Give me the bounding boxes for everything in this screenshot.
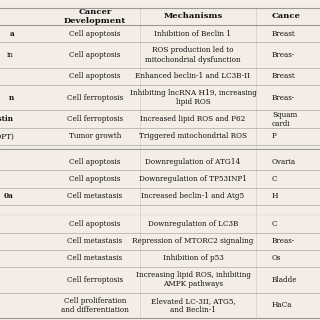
Text: Ovaria: Ovaria bbox=[272, 158, 296, 166]
Text: Cell apoptosis: Cell apoptosis bbox=[69, 30, 121, 38]
Text: Elevated LC-3II, ATG5,
and Beclin-1: Elevated LC-3II, ATG5, and Beclin-1 bbox=[151, 297, 236, 314]
Text: C: C bbox=[272, 175, 277, 183]
Text: Bladde: Bladde bbox=[272, 276, 298, 284]
Text: Cell apoptosis: Cell apoptosis bbox=[69, 51, 121, 59]
Text: oxin (DPT): oxin (DPT) bbox=[0, 132, 14, 140]
Text: rastin: rastin bbox=[0, 115, 14, 123]
Text: Os: Os bbox=[272, 254, 282, 262]
Text: Repression of MTORC2 signaling: Repression of MTORC2 signaling bbox=[132, 237, 254, 245]
Text: Increased beclin-1 and Atg5: Increased beclin-1 and Atg5 bbox=[141, 192, 244, 200]
Text: H: H bbox=[272, 192, 278, 200]
Text: Inhibition of p53: Inhibition of p53 bbox=[163, 254, 223, 262]
Text: C: C bbox=[272, 220, 277, 228]
Text: ROS production led to
mitochondrial dysfunction: ROS production led to mitochondrial dysf… bbox=[145, 46, 241, 64]
Text: Breas-: Breas- bbox=[272, 237, 295, 245]
Text: Downregulation of LC3B: Downregulation of LC3B bbox=[148, 220, 238, 228]
Text: Inhibiting lncRNA H19, increasing
lipid ROS: Inhibiting lncRNA H19, increasing lipid … bbox=[130, 89, 256, 106]
Text: Inhibition of Beclin 1: Inhibition of Beclin 1 bbox=[155, 30, 231, 38]
Text: Triggered mitochondrial ROS: Triggered mitochondrial ROS bbox=[139, 132, 247, 140]
Text: Cell metastasis: Cell metastasis bbox=[68, 237, 123, 245]
Text: a: a bbox=[9, 30, 14, 38]
Text: Increasing lipid ROS, inhibiting
AMPK pathways: Increasing lipid ROS, inhibiting AMPK pa… bbox=[135, 271, 251, 288]
Text: Breast: Breast bbox=[272, 72, 296, 80]
Text: Increased lipid ROS and P62: Increased lipid ROS and P62 bbox=[140, 115, 246, 123]
Text: Squam
cardi: Squam cardi bbox=[272, 110, 297, 128]
Text: Enhanced beclin-1 and LC3B-II: Enhanced beclin-1 and LC3B-II bbox=[135, 72, 251, 80]
Text: Cell proliferation
and differentiation: Cell proliferation and differentiation bbox=[61, 297, 129, 314]
Text: 0a: 0a bbox=[4, 192, 14, 200]
Text: Cancer
Development: Cancer Development bbox=[64, 8, 126, 25]
Text: Downregulation of ATG14: Downregulation of ATG14 bbox=[145, 158, 241, 166]
Text: n: n bbox=[9, 94, 14, 102]
Text: Cell ferroptosis: Cell ferroptosis bbox=[67, 276, 123, 284]
Text: Cell metastasis: Cell metastasis bbox=[68, 254, 123, 262]
Text: Downregulation of TP53INP1: Downregulation of TP53INP1 bbox=[139, 175, 247, 183]
Text: Breast: Breast bbox=[272, 30, 296, 38]
Text: Mechanisms: Mechanisms bbox=[164, 12, 223, 20]
Text: Cell ferroptosis: Cell ferroptosis bbox=[67, 115, 123, 123]
Text: Breas-: Breas- bbox=[272, 51, 295, 59]
Text: Cance: Cance bbox=[272, 12, 301, 20]
Text: Cell apoptosis: Cell apoptosis bbox=[69, 220, 121, 228]
Text: in: in bbox=[7, 51, 14, 59]
Text: Cell apoptosis: Cell apoptosis bbox=[69, 72, 121, 80]
Text: Cell ferroptosis: Cell ferroptosis bbox=[67, 94, 123, 102]
Text: Cell apoptosis: Cell apoptosis bbox=[69, 158, 121, 166]
Text: HaCa: HaCa bbox=[272, 301, 292, 309]
Text: Tumor growth: Tumor growth bbox=[69, 132, 121, 140]
Text: P: P bbox=[272, 132, 277, 140]
Text: Cell metastasis: Cell metastasis bbox=[68, 192, 123, 200]
Text: Breas-: Breas- bbox=[272, 94, 295, 102]
Text: Cell apoptosis: Cell apoptosis bbox=[69, 175, 121, 183]
